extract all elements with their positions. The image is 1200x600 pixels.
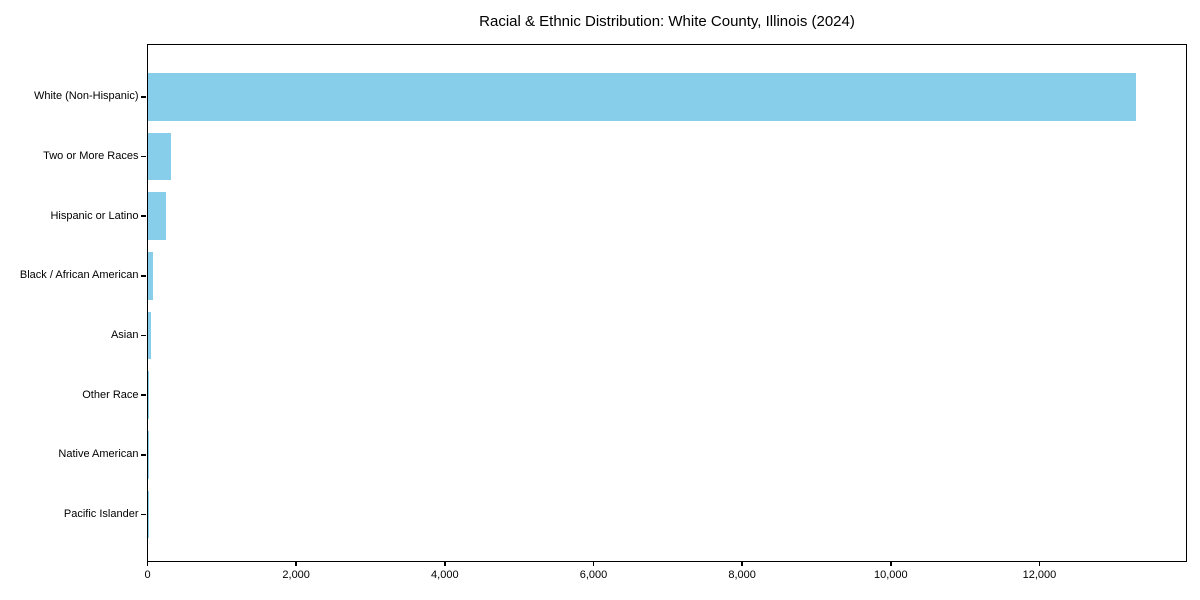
x-tick-label: 2,000: [282, 568, 310, 581]
chart-title: Racial & Ethnic Distribution: White Coun…: [479, 13, 855, 30]
y-tick-label: Two or More Races: [43, 149, 139, 162]
y-tick-mark: [141, 215, 146, 217]
x-tick-mark: [295, 560, 297, 566]
y-tick-mark: [141, 155, 146, 158]
x-tick-label: 4,000: [431, 568, 459, 581]
x-tick-mark: [146, 560, 149, 566]
x-tick-mark: [444, 560, 446, 566]
y-tick-label: Other Race: [82, 388, 139, 401]
y-tick-label: Black / African American: [19, 269, 139, 282]
y-tick-label: Native American: [58, 448, 139, 461]
x-tick-label: 0: [144, 568, 151, 581]
bar-2: [147, 192, 166, 240]
x-tick-mark: [1038, 560, 1041, 566]
y-tick-mark: [141, 275, 146, 277]
bar-4: [147, 311, 151, 360]
y-tick-mark: [141, 513, 146, 516]
y-tick-mark: [141, 394, 146, 396]
x-tick-mark: [890, 560, 892, 566]
x-tick-label: 6,000: [579, 568, 608, 581]
plot-area: White (Non-Hispanic) Two or More Races His…: [20, 43, 1187, 581]
y-tick-label: White (Non-Hispanic): [33, 90, 139, 103]
bar-0: [147, 73, 1137, 121]
x-tick-label: 8,000: [728, 568, 756, 581]
x-tick-label: 12,000: [1022, 568, 1057, 581]
y-tick-mark: [141, 334, 146, 337]
y-tick-label: Hispanic or Latino: [50, 209, 139, 222]
x-tick-mark: [741, 560, 743, 566]
bar-1: [147, 132, 171, 181]
x-tick-mark: [592, 560, 595, 566]
y-tick-label: Asian: [110, 328, 139, 341]
x-tick-label: 10,000: [873, 568, 908, 581]
y-tick-label: Pacific Islander: [63, 507, 139, 520]
bar-5: [147, 371, 149, 419]
bar-3: [147, 252, 154, 300]
y-tick-mark: [141, 96, 146, 98]
y-tick-mark: [141, 454, 146, 456]
